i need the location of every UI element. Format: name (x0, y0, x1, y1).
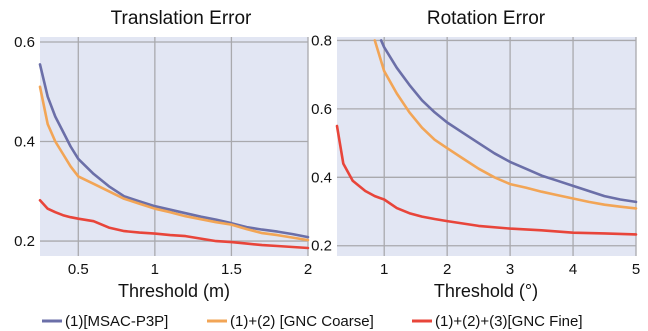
y-tick-label: 0.8 (311, 32, 332, 49)
x-tick-label: 0.5 (68, 261, 89, 278)
x-tick-label: 4 (569, 261, 577, 278)
x-tick-label: 1.5 (221, 261, 242, 278)
plot-area (40, 37, 308, 256)
y-tick-label: 0.6 (311, 101, 332, 118)
series-lines (38, 63, 310, 250)
translation-error-panel: Translation Error 0.2 0.4 0.6 0.5 1 1.5 2 Thr… (14, 8, 312, 301)
series-lines (335, 39, 638, 236)
series-line (379, 39, 638, 204)
legend-label: (1)[MSAC-P3P] (65, 313, 168, 330)
x-tick-label: 5 (632, 261, 640, 278)
x-tick-label: 2 (443, 261, 451, 278)
x-tick-label: 1 (151, 261, 159, 278)
legend-item: (1)+(2)+(3)[GNC Fine] (412, 313, 583, 330)
x-tick-label: 3 (506, 261, 514, 278)
rotation-error-panel: Rotation Error 0.2 0.4 0.6 0.8 1 2 3 4 5 Thresh… (311, 8, 640, 301)
grid (40, 37, 309, 256)
legend-item: (1)[MSAC-P3P] (42, 313, 168, 330)
chart-title: Rotation Error (427, 8, 546, 29)
y-tick-label: 0.4 (311, 169, 332, 186)
y-tick-labels: 0.2 0.4 0.6 (14, 34, 35, 250)
x-tick-label: 2 (304, 261, 312, 278)
series-line (335, 124, 638, 236)
series-line (38, 63, 310, 239)
series-line (38, 199, 310, 250)
legend-item: (1)+(2) [GNC Coarse] (207, 313, 374, 330)
y-tick-labels: 0.2 0.4 0.6 0.8 (311, 32, 332, 254)
legend-label: (1)+(2) [GNC Coarse] (230, 313, 374, 330)
x-tick-labels: 1 2 3 4 5 (380, 261, 640, 278)
y-tick-label: 0.2 (311, 238, 332, 255)
chart-title: Translation Error (111, 8, 252, 29)
series-line (38, 85, 310, 242)
x-axis-label: Threshold (°) (434, 281, 538, 301)
x-axis-label: Threshold (m) (118, 281, 230, 301)
x-tick-label: 1 (380, 261, 388, 278)
legend: (1)[MSAC-P3P] (1)+(2) [GNC Coarse] (1)+(… (42, 313, 583, 330)
plot-area (337, 37, 636, 256)
y-tick-label: 0.6 (14, 34, 35, 51)
y-tick-label: 0.2 (14, 233, 35, 250)
series-line (373, 39, 638, 210)
legend-label: (1)+(2)+(3)[GNC Fine] (435, 313, 583, 330)
x-tick-labels: 0.5 1 1.5 2 (68, 261, 312, 278)
y-tick-label: 0.4 (14, 134, 35, 151)
